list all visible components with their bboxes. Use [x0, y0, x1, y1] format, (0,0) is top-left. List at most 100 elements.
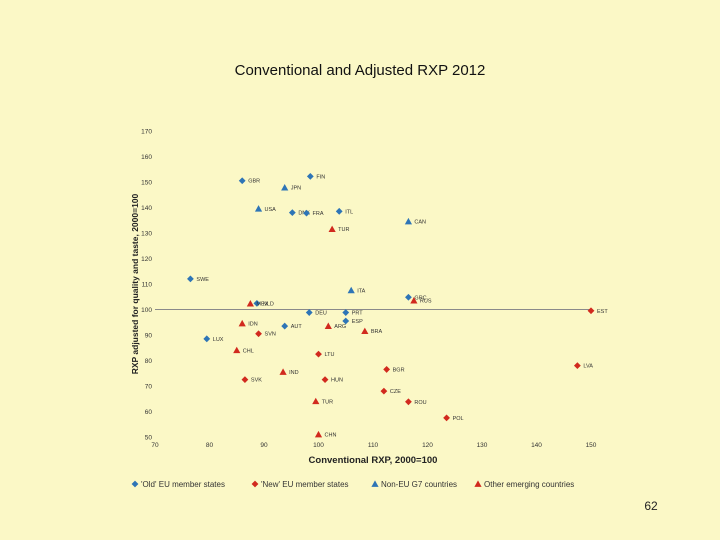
point-label-aut: AUT [291, 324, 303, 330]
point-label-grc: GRC [414, 295, 426, 301]
y-tick-label: 110 [142, 282, 153, 289]
data-point-ita [347, 286, 355, 294]
data-point-rou [405, 398, 412, 406]
x-tick-label: 90 [260, 442, 268, 449]
legend-marker-1 [251, 480, 259, 488]
y-tick-label: 120 [141, 256, 152, 263]
data-point-mex [246, 300, 254, 307]
data-point-nld [253, 299, 261, 307]
y-tick-label: 130 [141, 231, 152, 238]
y-tick-label: 150 [141, 180, 152, 187]
legend-label-0: 'Old' EU member states [141, 480, 225, 489]
data-point-lux [203, 335, 211, 343]
point-label-usa: USA [265, 207, 277, 213]
data-point-dnk [288, 209, 296, 216]
page-number: 62 [644, 499, 658, 513]
slide-title: Conventional and Adjusted RXP 2012 [234, 62, 486, 79]
legend-marker-2 [371, 480, 379, 487]
legend-label-2: Non-EU G7 countries [381, 480, 457, 489]
data-point-pol [443, 414, 450, 422]
point-label-est: EST [597, 309, 608, 315]
data-point-hun [321, 376, 329, 384]
point-label-fra: FRA [313, 211, 324, 217]
data-point-itl [335, 207, 343, 215]
point-label-rou: ROU [414, 400, 426, 406]
point-label-tur: TUR [338, 227, 349, 233]
data-point-grc [405, 293, 412, 301]
point-label-lux: LUX [213, 337, 224, 343]
point-label-prt: PRT [352, 311, 364, 317]
y-tick-label: 70 [145, 384, 153, 391]
x-tick-label: 110 [368, 442, 379, 449]
point-label-idn: IDN [248, 322, 258, 328]
x-tick-label: 70 [151, 442, 159, 449]
point-label-hun: HUN [331, 378, 343, 384]
point-label-chn: CHN [325, 432, 337, 438]
legend-marker-3 [474, 480, 482, 487]
data-point-ind [279, 368, 287, 375]
point-label-pol: POL [453, 416, 464, 422]
data-point-chl [233, 346, 241, 354]
point-label-gbr: GBR [248, 179, 260, 185]
point-label-chl: CHL [243, 348, 254, 354]
point-label-rus: RUS [420, 299, 432, 305]
data-point-usa [254, 205, 263, 212]
point-label-itl: ITL [345, 209, 353, 215]
point-label-tur: TUR [322, 399, 333, 405]
point-label-swe: SWE [196, 277, 209, 283]
legend-label-1: 'New' EU member states [261, 480, 349, 489]
point-label-ltu: LTU [325, 352, 335, 358]
x-tick-label: 130 [477, 442, 488, 449]
legend-marker-0 [131, 480, 139, 488]
data-point-chn [314, 430, 323, 438]
data-point-rus [410, 296, 418, 304]
data-point-aut [281, 322, 289, 330]
x-tick-label: 140 [531, 442, 542, 449]
data-point-cze [380, 387, 388, 395]
y-tick-label: 50 [145, 435, 153, 442]
legend-label-3: Other emerging countries [484, 480, 574, 489]
y-tick-label: 90 [145, 333, 153, 340]
data-point-fin [306, 172, 314, 180]
data-point-deu [305, 309, 313, 316]
data-point-jpn [281, 184, 289, 191]
point-label-mex: MEX [256, 302, 268, 308]
data-point-can [404, 217, 413, 225]
point-label-bra: BRA [371, 329, 383, 335]
y-tick-label: 60 [145, 409, 153, 416]
y-axis-title: RXP adjusted for quality and taste, 2000… [130, 193, 140, 374]
data-point-tur [312, 397, 320, 405]
point-label-arg: ARG [334, 324, 346, 330]
x-axis-title: Conventional RXP, 2000=100 [309, 455, 438, 466]
x-tick-label: 80 [206, 442, 214, 449]
x-tick-label: 100 [313, 442, 324, 449]
point-label-fin: FIN [316, 174, 325, 180]
data-point-svk [241, 376, 249, 384]
data-point-lva [573, 362, 581, 369]
point-label-svk: SVK [251, 378, 262, 384]
data-point-ltu [315, 350, 322, 358]
point-label-nld: NLD [263, 301, 274, 307]
data-point-bra [361, 327, 369, 335]
y-tick-label: 160 [141, 154, 152, 161]
data-point-arg [324, 322, 332, 329]
point-label-can: CAN [414, 220, 426, 226]
y-tick-label: 80 [145, 358, 153, 365]
data-point-esp [342, 317, 350, 325]
x-tick-label: 150 [586, 442, 597, 449]
point-label-esp: ESP [352, 319, 363, 325]
point-label-bgr: BGR [393, 367, 405, 373]
x-tick-label: 120 [422, 442, 433, 449]
point-label-deu: DEU [315, 311, 327, 317]
data-point-tur [328, 225, 336, 233]
data-point-idn [238, 319, 246, 327]
y-tick-label: 100 [141, 307, 152, 314]
data-point-bgr [383, 366, 391, 373]
data-point-swe [187, 275, 194, 283]
data-point-est [587, 307, 595, 315]
y-tick-label: 140 [141, 205, 152, 212]
point-label-jpn: JPN [291, 186, 301, 192]
data-point-prt [342, 309, 350, 316]
point-label-cze: CZE [390, 389, 401, 395]
